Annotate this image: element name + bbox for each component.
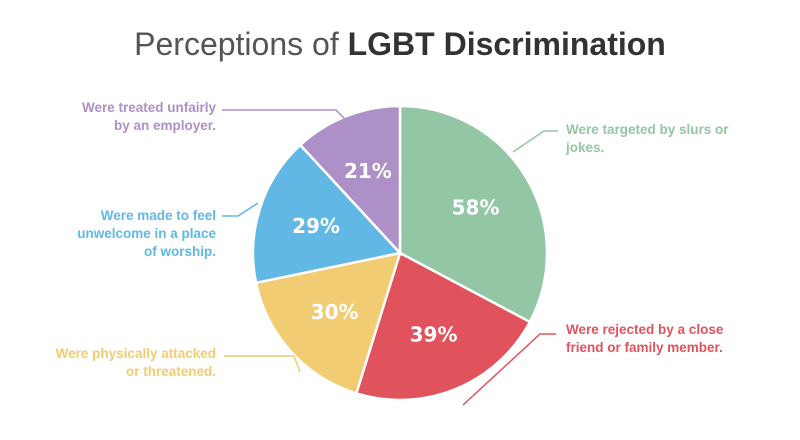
pie-slice xyxy=(398,104,549,324)
leader-line xyxy=(462,333,556,406)
slice-value-label: 29% xyxy=(292,214,340,238)
slice-category-label: Were made to feel unwelcome in a place of … xyxy=(77,208,216,259)
slice-category-label: Were physically attacked or threatened. xyxy=(56,346,216,379)
pie-slice xyxy=(251,143,403,285)
slice-category-label: Were rejected by a close friend or family… xyxy=(566,322,724,355)
slice-labels: Were targeted by slurs or jokes. Were reje… xyxy=(56,100,729,406)
slice-category-label: Were targeted by slurs or jokes. xyxy=(565,122,729,155)
leader-line xyxy=(224,355,301,373)
slice-value-label: 39% xyxy=(410,323,458,347)
slice-value-label: 58% xyxy=(452,196,500,220)
leader-line xyxy=(222,109,349,123)
leader-line xyxy=(222,202,259,217)
chart-title: Perceptions of LGBT Discrimination xyxy=(134,26,666,62)
pie-slice xyxy=(298,104,402,257)
leader-line xyxy=(512,130,558,153)
pie-slices: 58% 39% 30% 29% 21% xyxy=(251,104,549,402)
chart-title-prefix: Perceptions of xyxy=(134,26,347,62)
slice-value-label: 30% xyxy=(311,300,359,324)
pie-slice xyxy=(354,251,532,402)
pie-slice xyxy=(254,251,402,395)
slice-category-label: Were treated unfairly by an employer. xyxy=(82,100,217,133)
chart-title-emphasis: LGBT Discrimination xyxy=(348,26,666,62)
slice-value-label: 21% xyxy=(344,159,392,183)
